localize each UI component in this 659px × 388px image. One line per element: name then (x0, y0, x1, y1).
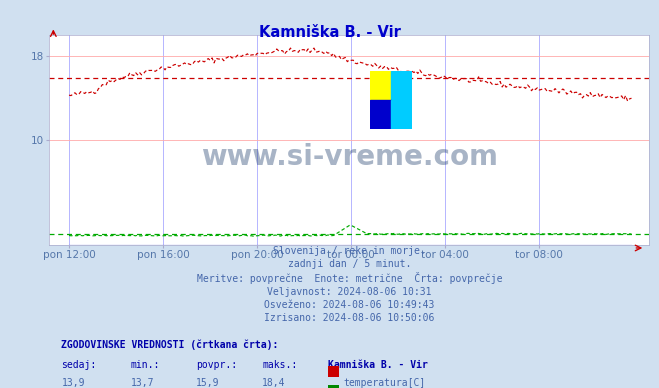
Text: Slovenija / reke in morje.
zadnji dan / 5 minut.
Meritve: povprečne  Enote: metr: Slovenija / reke in morje. zadnji dan / … (196, 246, 502, 323)
FancyBboxPatch shape (328, 366, 339, 377)
Text: www.si-vreme.com: www.si-vreme.com (201, 143, 498, 171)
Text: temperatura[C]: temperatura[C] (343, 378, 426, 388)
Text: Kamniška B. - Vir: Kamniška B. - Vir (328, 360, 428, 370)
Text: 13,7: 13,7 (130, 378, 154, 388)
Text: ZGODOVINSKE VREDNOSTI (črtkana črta):: ZGODOVINSKE VREDNOSTI (črtkana črta): (61, 340, 279, 350)
Text: 18,4: 18,4 (262, 378, 286, 388)
Text: Kamniška B. - Vir: Kamniška B. - Vir (258, 25, 401, 40)
FancyBboxPatch shape (328, 385, 339, 388)
Text: sedaj:: sedaj: (61, 360, 97, 370)
Text: min.:: min.: (130, 360, 159, 370)
Text: 13,9: 13,9 (61, 378, 85, 388)
Text: 15,9: 15,9 (196, 378, 220, 388)
Text: maks.:: maks.: (262, 360, 298, 370)
Text: povpr.:: povpr.: (196, 360, 237, 370)
